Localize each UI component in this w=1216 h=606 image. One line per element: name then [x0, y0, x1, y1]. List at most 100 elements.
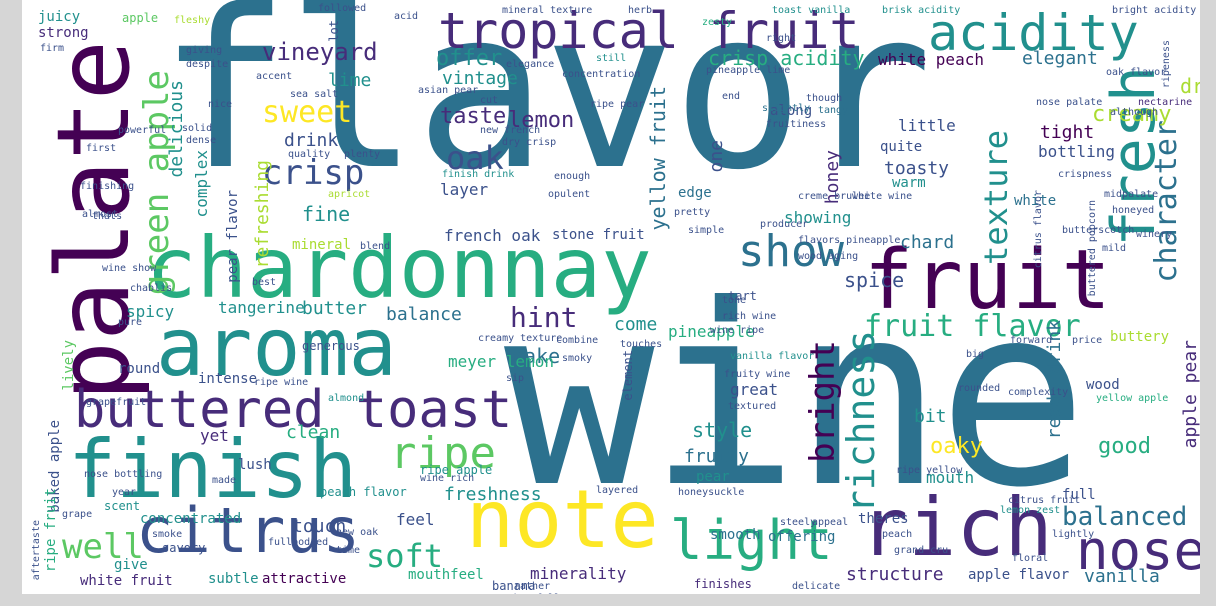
- word-give: give: [114, 557, 148, 573]
- word-dense: dense: [186, 135, 217, 146]
- word-nice: nice: [208, 99, 233, 110]
- word-concentrated: concentrated: [140, 511, 242, 527]
- word-fruitiness: fruitiness: [766, 119, 827, 130]
- word-plenty: plenty: [344, 149, 381, 160]
- word-flavor: flavor: [158, 0, 933, 218]
- word-nose-palate: nose palate: [1036, 97, 1103, 108]
- word-blend: blend: [360, 241, 391, 252]
- word-rather: rather: [514, 581, 551, 592]
- word-despite: despite: [186, 59, 229, 70]
- word-producer: producer: [760, 219, 809, 230]
- word-aftertaste: aftertaste: [31, 520, 42, 581]
- word-lemon: lemon: [508, 108, 575, 133]
- word-refreshing: refreshing: [252, 160, 273, 269]
- word-tangerine: tangerine: [218, 298, 305, 317]
- word-note: note: [466, 473, 659, 566]
- word-fruit: fruit: [864, 233, 1111, 328]
- word-buttery: buttery: [1110, 329, 1170, 345]
- word-although: although: [1110, 107, 1159, 118]
- word-freshness: freshness: [444, 484, 542, 505]
- word-quality: quality: [288, 149, 331, 160]
- word-full: full: [1062, 487, 1096, 503]
- word-savory: savory: [162, 541, 206, 555]
- word-buttered-popcorn: buttered popcorn: [1087, 200, 1098, 297]
- word-complexity: complexity: [1008, 387, 1069, 398]
- word-come: come: [614, 314, 658, 335]
- word-toast-vanilla: toast vanilla: [772, 5, 851, 16]
- word-pretty: pretty: [674, 207, 711, 218]
- word-make: make: [512, 344, 561, 368]
- word-oak-flavor: oak flavor: [1106, 67, 1167, 78]
- word-showing: showing: [784, 208, 852, 227]
- word-smooth: smooth: [710, 527, 761, 543]
- word-mineralty: minerality: [530, 564, 627, 583]
- word-crispness: crispness: [1058, 169, 1113, 180]
- word-wine: wine: [504, 251, 1088, 542]
- word-new-french: new french: [480, 125, 541, 136]
- word-year: year: [112, 487, 137, 498]
- word-creme-brulee: creme brulee: [798, 191, 871, 202]
- word-attractive: attractive: [262, 571, 347, 587]
- word-opulent: opulent: [548, 189, 591, 200]
- word-lively: lively: [61, 340, 77, 391]
- word-wood-aging: wood aging: [798, 251, 859, 262]
- word-intense: intense: [198, 371, 258, 387]
- word-finishing: finishing: [80, 181, 135, 192]
- word-apple-pear: apple pear: [1180, 340, 1200, 449]
- word-french-oak: french oak: [444, 226, 541, 245]
- word-citrus: citrus: [136, 494, 360, 567]
- word-thats: thats: [92, 211, 123, 222]
- word-spice: spice: [844, 268, 905, 292]
- word-pure: pure: [118, 317, 143, 328]
- word-peach: peach: [882, 529, 913, 540]
- word-tropical-fruit: tropical fruit: [438, 2, 860, 60]
- word-simple: simple: [688, 225, 725, 236]
- word-element: element: [621, 350, 635, 401]
- word-acidity: acidity: [928, 4, 1139, 62]
- word-layer: layer: [440, 180, 489, 199]
- word-brisk-acidity: brisk acidity: [882, 5, 961, 16]
- word-tangy: tangy: [818, 105, 849, 116]
- word-creamy: creamy: [1092, 102, 1172, 127]
- word-vineyard: vineyard: [262, 38, 378, 66]
- word-yellow-apple: yellow apple: [1096, 393, 1169, 404]
- word-smoke: smoke: [152, 529, 183, 540]
- word-lime: lime: [328, 70, 372, 91]
- word-finishes: finishes: [694, 577, 752, 591]
- word-still: still: [596, 53, 627, 64]
- word-cloud-panel: flavor wine chardonnay palate aroma frui…: [22, 0, 1200, 594]
- word-spicy: spicy: [126, 302, 175, 321]
- word-big: big: [966, 349, 985, 360]
- word-strong: strong: [38, 25, 89, 41]
- word-end: end: [722, 91, 741, 102]
- word-herb: herb: [628, 5, 653, 16]
- word-yellow-fruit: yellow fruit: [646, 86, 670, 231]
- word-crisp: crisp: [262, 153, 365, 193]
- word-lightly: lightly: [1052, 529, 1095, 540]
- word-mouthfeel: mouthfeel: [408, 567, 484, 583]
- word-dry: dry: [1180, 74, 1200, 98]
- word-peach-flavor: peach flavor: [320, 485, 407, 499]
- word-wine-rich: wine rich: [420, 473, 475, 484]
- word-structure: structure: [846, 564, 944, 585]
- word-round: round: [118, 361, 161, 377]
- word-meyer-lemon: meyer lemon: [448, 352, 554, 371]
- word-ripe: ripe: [390, 428, 496, 479]
- word-juicy: juicy: [38, 9, 81, 25]
- word-tight: tight: [1040, 122, 1095, 143]
- word-subtle: subtle: [208, 571, 259, 587]
- word-stone-fruit: stone fruit: [552, 227, 645, 243]
- word-rich: rich: [860, 481, 1053, 574]
- word-vanilla-flavor: vanilla flavor: [730, 351, 815, 362]
- word-great: great: [730, 380, 779, 399]
- word-dry-crisp: dry crisp: [502, 137, 557, 148]
- word-edge: edge: [678, 185, 712, 201]
- word-along: along: [770, 103, 813, 119]
- word-character: character: [1149, 120, 1184, 283]
- word-theres: theres: [858, 511, 909, 527]
- word-nose: nose: [1076, 519, 1200, 582]
- word-feel: feel: [396, 510, 435, 529]
- word-touch: touch: [292, 516, 347, 537]
- word-ripe-apple: ripe apple: [420, 463, 493, 477]
